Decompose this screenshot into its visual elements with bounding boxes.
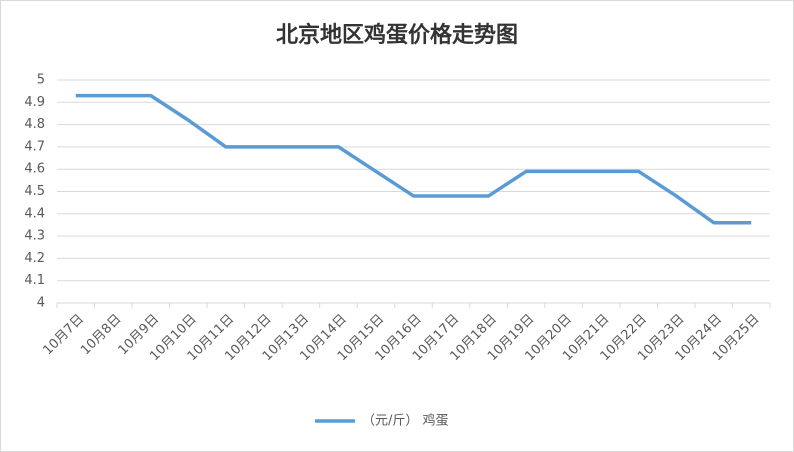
y-tick-label: 4.3 xyxy=(24,229,45,244)
y-tick-label: 4.6 xyxy=(24,162,45,177)
data-line xyxy=(75,93,752,225)
y-tick-label: 4.5 xyxy=(24,184,45,199)
y-tick-label: 4.4 xyxy=(24,206,45,221)
y-tick-label: 4.2 xyxy=(24,251,45,266)
y-tick-label: 4 xyxy=(37,296,45,311)
y-tick-label: 4.8 xyxy=(24,117,45,132)
y-tick-label: 4.9 xyxy=(24,95,45,110)
y-tick-label: 4.1 xyxy=(24,273,45,288)
y-tick-label: 4.7 xyxy=(24,139,45,154)
chart-title: 北京地区鸡蛋价格走势图 xyxy=(276,22,518,48)
y-tick-label: 5 xyxy=(37,73,45,88)
legend-label: （元/斤） 鸡蛋 xyxy=(362,413,449,429)
